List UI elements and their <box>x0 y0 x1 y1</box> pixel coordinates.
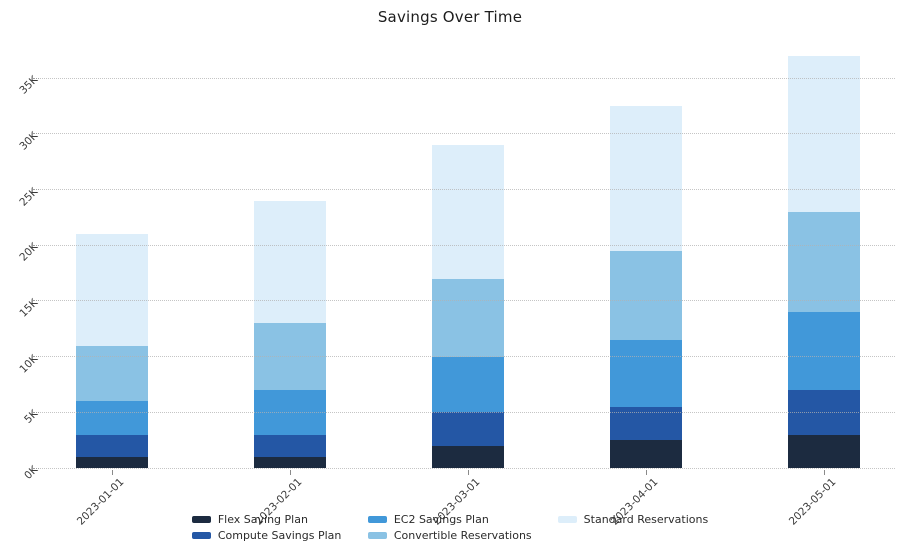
bar-segment-ec2-savings-plan[interactable] <box>788 312 860 391</box>
y-tick-mark <box>33 77 39 79</box>
y-tick-mark <box>33 467 39 469</box>
legend: Flex Saving Plan Compute Savings Plan EC… <box>0 513 900 542</box>
grid-line <box>40 189 895 191</box>
grid-line <box>40 356 895 358</box>
grid-line <box>40 133 895 135</box>
y-tick-mark <box>33 189 39 191</box>
y-tick-label: 20K <box>17 241 41 264</box>
grid-line <box>40 411 895 413</box>
legend-swatch-icon <box>191 532 211 539</box>
bar-segment-standard-reservations[interactable] <box>432 145 504 279</box>
legend-label: Convertible Reservations <box>393 529 532 542</box>
bar-segment-standard-reservations[interactable] <box>254 200 326 324</box>
legend-swatch-icon <box>367 516 387 523</box>
x-tick-mark <box>112 470 113 475</box>
x-tick-mark <box>468 470 469 475</box>
legend-item-compute-savings-plan[interactable]: Compute Savings Plan <box>191 529 342 542</box>
legend-label: Flex Saving Plan <box>217 513 308 526</box>
y-tick-label: 0K <box>22 463 41 482</box>
legend-label: Standard Reservations <box>583 513 709 526</box>
legend-column: Standard Reservations <box>557 513 709 526</box>
legend-item-flex-saving-plan[interactable]: Flex Saving Plan <box>191 513 342 526</box>
chart-title: Savings Over Time <box>377 8 523 26</box>
grid-line <box>40 467 895 469</box>
legend-swatch-icon <box>191 516 211 523</box>
legend-column: EC2 Savings Plan Convertible Reservation… <box>367 513 532 542</box>
bar-segment-flex-saving-plan[interactable] <box>254 456 326 468</box>
x-tick-mark <box>824 470 825 475</box>
bar-segment-flex-saving-plan[interactable] <box>610 440 682 468</box>
bar-segment-compute-savings-plan[interactable] <box>254 434 326 457</box>
legend-label: Compute Savings Plan <box>217 529 342 542</box>
y-tick-mark <box>33 356 39 358</box>
x-tick-mark <box>646 470 647 475</box>
bar-segment-standard-reservations[interactable] <box>610 106 682 251</box>
y-tick-label: 30K <box>17 129 41 153</box>
bar-segment-convertible-reservations[interactable] <box>76 345 148 402</box>
y-tick-label: 10K <box>17 352 41 376</box>
legend-swatch-icon <box>557 516 577 523</box>
y-tick-label: 15K <box>17 296 41 320</box>
y-tick-mark <box>33 244 39 246</box>
y-tick-label: 25K <box>17 185 41 209</box>
legend-item-ec2-savings-plan[interactable]: EC2 Savings Plan <box>367 513 532 526</box>
legend-label: EC2 Savings Plan <box>393 513 489 526</box>
legend-swatch-icon <box>367 532 387 539</box>
y-tick-label: 35K <box>17 74 41 97</box>
bar-segment-ec2-savings-plan[interactable] <box>610 339 682 407</box>
y-tick-label: 5K <box>22 408 41 427</box>
y-tick-mark <box>33 411 39 413</box>
bar-segment-convertible-reservations[interactable] <box>788 211 860 313</box>
legend-column: Flex Saving Plan Compute Savings Plan <box>191 513 342 542</box>
y-tick-mark <box>33 300 39 302</box>
bar-segment-flex-saving-plan[interactable] <box>788 434 860 468</box>
x-tick-mark <box>290 470 291 475</box>
legend-item-standard-reservations[interactable]: Standard Reservations <box>557 513 709 526</box>
bar-segment-compute-savings-plan[interactable] <box>432 412 504 446</box>
bar-segment-ec2-savings-plan[interactable] <box>76 401 148 435</box>
bar-segment-ec2-savings-plan[interactable] <box>432 356 504 413</box>
bar-segment-standard-reservations[interactable] <box>76 234 148 346</box>
legend-item-convertible-reservations[interactable]: Convertible Reservations <box>367 529 532 542</box>
bar-segment-compute-savings-plan[interactable] <box>76 434 148 457</box>
grid-line <box>40 77 895 79</box>
grid-line <box>40 244 895 246</box>
bar-segment-flex-saving-plan[interactable] <box>432 445 504 468</box>
y-tick-mark <box>33 133 39 135</box>
bar-segment-flex-saving-plan[interactable] <box>76 456 148 468</box>
grid-line <box>40 300 895 302</box>
bar-segment-convertible-reservations[interactable] <box>610 250 682 340</box>
bar-segment-convertible-reservations[interactable] <box>432 278 504 357</box>
